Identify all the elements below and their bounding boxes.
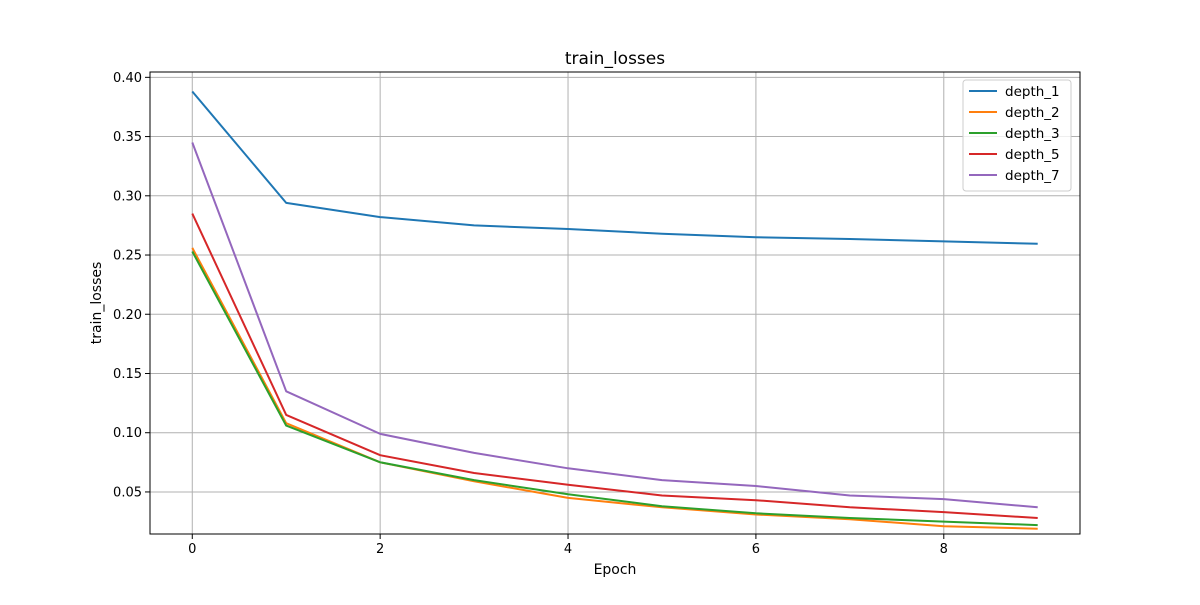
x-tick-label: 0 [188,542,196,557]
y-tick-label: 0.20 [113,308,142,323]
y-tick-label: 0.30 [113,189,142,204]
y-tick-label: 0.40 [113,71,142,86]
y-tick-label: 0.05 [113,485,142,500]
y-tick-label: 0.25 [113,249,142,264]
series-lines [191,90,1038,530]
x-axis-label: Epoch [594,562,637,578]
legend-label: depth_1 [1005,84,1060,100]
x-tick-label: 4 [564,542,572,557]
y-tick-label: 0.35 [113,130,142,145]
legend-label: depth_5 [1005,147,1060,163]
y-axis-ticks: 0.05 0.10 0.15 0.20 0.25 0.30 0.35 0.40 [113,71,150,500]
x-tick-label: 8 [940,542,948,557]
series-line-depth-7 [191,142,1038,509]
y-tick-label: 0.15 [113,367,142,382]
legend: depth_1 depth_2 depth_3 depth_5 depth_7 [962,79,1072,192]
legend-label: depth_2 [1005,105,1060,121]
series-line-depth-5 [191,213,1038,519]
x-tick-label: 6 [752,542,760,557]
series-line-depth-3 [191,251,1038,527]
legend-box [962,79,1072,192]
y-axis-label: train_losses [89,262,105,345]
series-line-depth-1 [191,90,1038,245]
legend-label: depth_7 [1005,168,1060,184]
grid [150,72,1080,534]
plot-area-frame [149,71,1081,535]
x-axis-ticks: 0 2 4 6 8 [188,534,948,557]
x-tick-label: 2 [376,542,384,557]
series-line-depth-2 [191,247,1038,530]
chart-title: train_losses [565,49,665,69]
legend-label: depth_3 [1005,126,1060,142]
y-tick-label: 0.10 [113,426,142,441]
